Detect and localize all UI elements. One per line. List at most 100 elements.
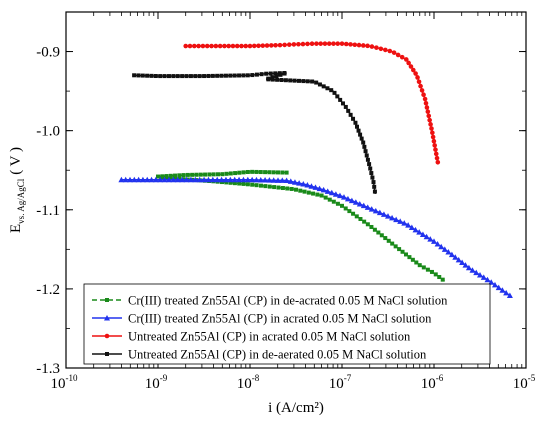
data-point xyxy=(427,117,432,123)
data-point xyxy=(135,176,142,183)
data-point xyxy=(180,74,185,79)
data-point xyxy=(425,267,430,272)
data-point xyxy=(380,211,387,217)
data-point xyxy=(165,176,172,183)
y-tick-label: -1.1 xyxy=(36,203,60,219)
data-point xyxy=(499,287,506,293)
series-1 xyxy=(118,176,513,298)
data-point xyxy=(213,43,219,49)
data-point xyxy=(192,43,197,49)
x-tick-label: 10-6 xyxy=(421,373,444,392)
data-point xyxy=(173,173,178,178)
data-point xyxy=(430,134,436,140)
data-point xyxy=(192,176,199,183)
data-point xyxy=(256,43,261,49)
data-point xyxy=(254,183,259,188)
data-point xyxy=(139,176,146,183)
data-point xyxy=(296,78,301,83)
data-point xyxy=(359,136,364,141)
data-point xyxy=(432,143,437,148)
data-point xyxy=(433,147,438,152)
data-point xyxy=(283,177,290,184)
data-point xyxy=(187,43,193,49)
data-point xyxy=(267,184,272,189)
data-point xyxy=(239,43,244,49)
data-point xyxy=(401,220,408,226)
data-point xyxy=(363,149,368,154)
data-point xyxy=(361,140,366,145)
data-point xyxy=(300,181,307,187)
data-point xyxy=(184,74,189,79)
data-point xyxy=(360,202,367,209)
data-point xyxy=(477,272,483,278)
data-point xyxy=(431,138,437,144)
data-point xyxy=(205,176,212,183)
data-point xyxy=(383,47,388,53)
data-point xyxy=(343,206,348,211)
data-point xyxy=(296,41,301,47)
data-point xyxy=(196,176,203,183)
data-point xyxy=(292,78,297,83)
data-point xyxy=(332,191,339,197)
data-point xyxy=(344,195,351,202)
data-point xyxy=(214,176,221,183)
data-point xyxy=(417,263,422,268)
data-point xyxy=(276,185,281,190)
data-point xyxy=(433,151,439,157)
x-tick-label: 10-8 xyxy=(237,373,260,392)
data-point xyxy=(438,243,445,250)
data-point xyxy=(132,73,137,78)
x-tick-label: 10-9 xyxy=(145,373,168,392)
data-point xyxy=(365,43,370,49)
data-point xyxy=(204,43,210,49)
data-point xyxy=(249,176,256,183)
data-point xyxy=(296,180,303,186)
data-point xyxy=(174,176,181,183)
data-point xyxy=(215,172,220,177)
data-point xyxy=(259,72,264,77)
x-tick-label: 10-5 xyxy=(513,373,536,392)
data-point xyxy=(175,74,180,79)
data-point xyxy=(323,195,328,200)
data-point xyxy=(408,224,415,230)
data-point xyxy=(312,184,319,190)
y-axis-label: Evs. Ag/AgCl ( V ) xyxy=(8,147,26,233)
data-point xyxy=(400,249,405,254)
data-point xyxy=(187,176,194,183)
data-point xyxy=(266,77,271,82)
data-point xyxy=(364,153,369,158)
y-axis-label-sub: vs. Ag/AgCl xyxy=(16,178,26,224)
x-tick-label: 10-7 xyxy=(329,373,352,392)
data-point xyxy=(211,172,216,177)
data-point xyxy=(152,176,159,183)
data-point xyxy=(433,272,438,277)
data-point xyxy=(440,277,445,282)
data-point xyxy=(166,74,171,79)
data-point xyxy=(271,170,276,175)
legend-label: Untreated Zn55Al (CP) in de-aerated 0.05… xyxy=(128,348,427,362)
data-point xyxy=(272,185,277,190)
data-point xyxy=(390,241,395,246)
data-point xyxy=(324,188,331,194)
data-point xyxy=(369,171,374,176)
data-point xyxy=(378,46,384,52)
data-point xyxy=(279,177,286,183)
legend-label: Cr(III) treated Zn55Al (CP) in acrated 0… xyxy=(128,312,432,326)
data-point xyxy=(351,116,356,121)
data-point xyxy=(270,77,275,82)
data-point xyxy=(399,54,405,60)
data-point xyxy=(266,177,273,183)
data-point xyxy=(118,176,125,183)
data-point xyxy=(262,177,269,183)
data-point xyxy=(305,79,310,84)
data-point xyxy=(270,177,277,183)
data-point xyxy=(241,170,246,175)
data-point xyxy=(244,176,251,183)
data-point xyxy=(371,180,376,185)
data-point xyxy=(224,171,229,176)
data-point xyxy=(149,73,154,78)
data-point xyxy=(250,182,255,187)
data-point xyxy=(264,43,270,48)
data-point xyxy=(391,50,397,55)
data-point xyxy=(245,182,250,187)
